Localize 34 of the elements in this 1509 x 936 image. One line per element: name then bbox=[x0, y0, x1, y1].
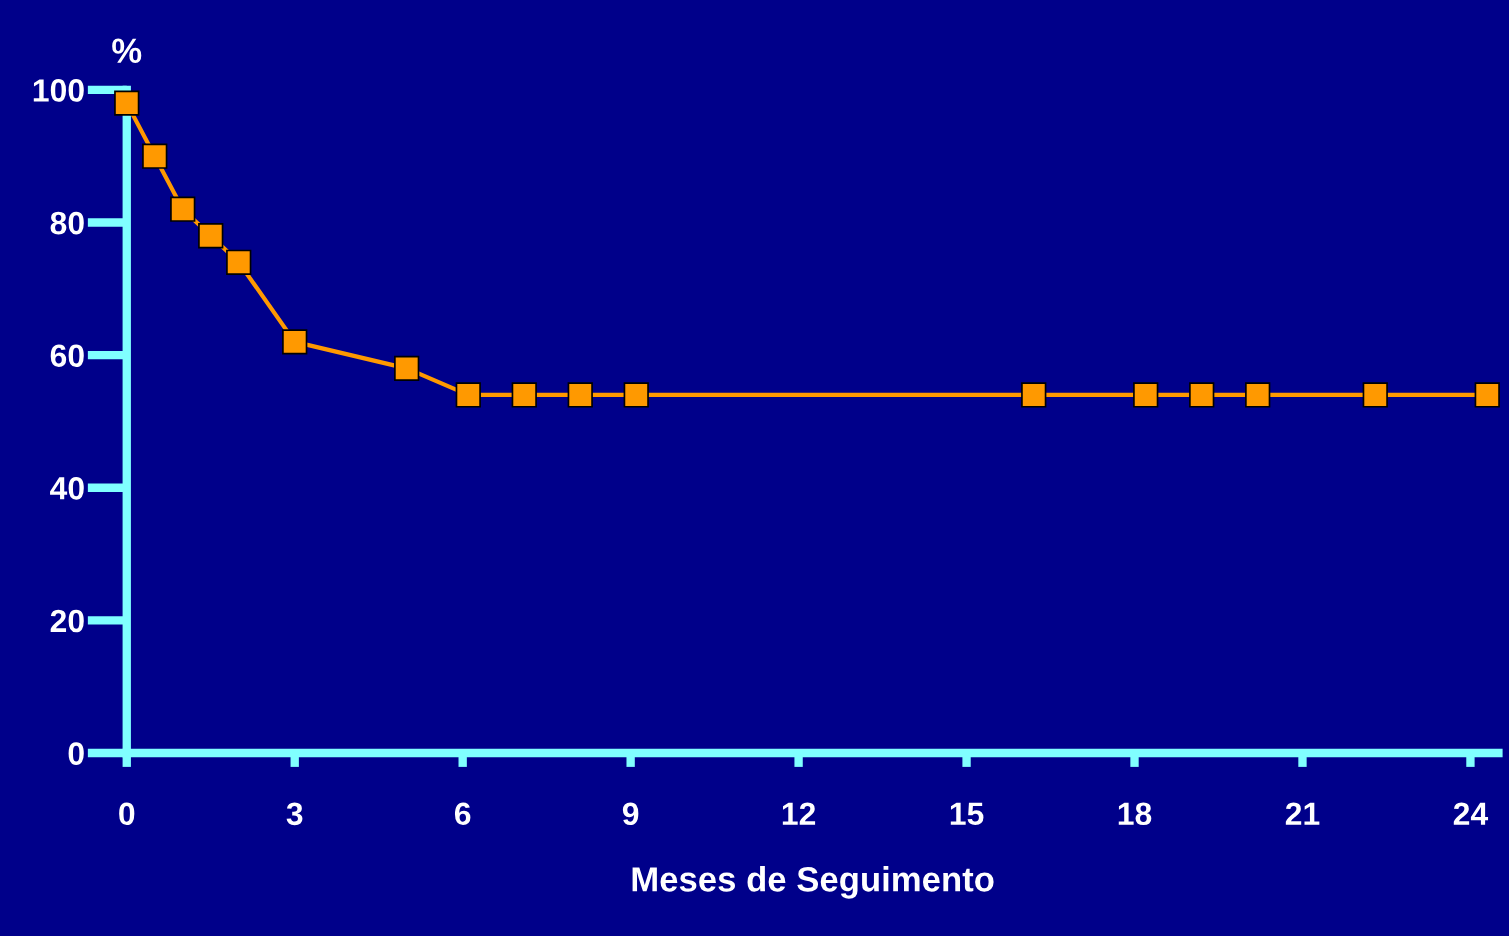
y-tick-label: 40 bbox=[50, 477, 84, 500]
point bbox=[1021, 382, 1047, 408]
point bbox=[226, 249, 252, 275]
x-tick-label: 21 bbox=[1285, 802, 1320, 825]
point bbox=[394, 355, 420, 382]
x-axis-title: Meses de Seguimento bbox=[632, 866, 994, 899]
x-tick-label: 15 bbox=[950, 802, 984, 826]
point bbox=[1133, 382, 1159, 408]
x-tick-label: 24 bbox=[1453, 802, 1489, 825]
point bbox=[1245, 382, 1271, 408]
x-tick-label: 18 bbox=[1118, 802, 1152, 826]
point bbox=[170, 196, 196, 222]
x-tick-label: 6 bbox=[454, 802, 471, 826]
y-tick-label: 100 bbox=[33, 79, 84, 102]
y-tick-label: 20 bbox=[50, 609, 84, 633]
y-tick-label: 80 bbox=[50, 211, 84, 235]
point bbox=[198, 223, 224, 249]
point bbox=[623, 382, 649, 408]
point bbox=[511, 382, 537, 408]
point bbox=[142, 143, 168, 169]
x-tick-label: 9 bbox=[622, 802, 639, 826]
point bbox=[114, 90, 140, 116]
y-tick-label: 60 bbox=[50, 344, 84, 368]
x-tick-label: 0 bbox=[119, 802, 135, 826]
x-tick-label: 12 bbox=[782, 802, 816, 825]
point bbox=[567, 382, 593, 408]
y-tick-label: 0 bbox=[68, 742, 84, 765]
point bbox=[1362, 382, 1388, 408]
x-tick-label: 3 bbox=[286, 802, 303, 826]
y-axis-title: % bbox=[112, 38, 142, 64]
point bbox=[1474, 382, 1500, 408]
point bbox=[282, 329, 308, 355]
point bbox=[1189, 382, 1215, 408]
point bbox=[455, 382, 481, 408]
